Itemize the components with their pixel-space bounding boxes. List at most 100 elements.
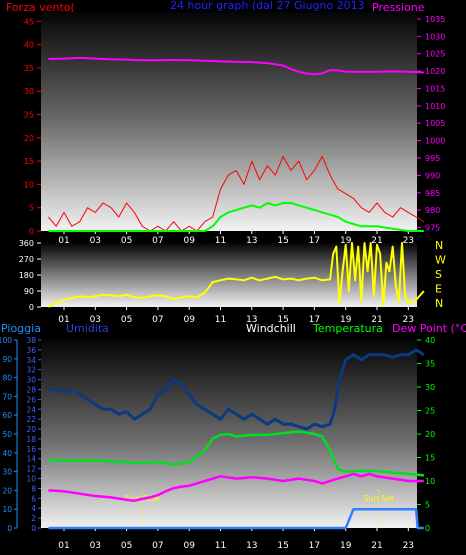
series-wind_gust (48, 155, 425, 232)
compass-label: S (435, 268, 442, 281)
x-tick-label: 07 (152, 315, 163, 325)
humidity-tick-label: 0 (31, 524, 36, 533)
x-tick-label: 03 (90, 236, 101, 246)
x-tick-label: 23 (403, 541, 414, 551)
panel-wind-pressure: 24 hour graph (dal 27 Giugno 2013 Forza … (6, 0, 445, 246)
x-tick-label: 15 (277, 315, 288, 325)
right-tick-label: 1020 (425, 67, 445, 76)
temperature-tick-label: 20 (425, 430, 435, 439)
x-tick-label: 11 (215, 541, 226, 551)
panel-rain-temp: Pioggia Umidita Windchill Temperatura De… (0, 322, 466, 551)
x-tick-label: 21 (371, 236, 382, 246)
right-tick-label: 1030 (425, 32, 445, 41)
x-tick-label: 09 (183, 315, 195, 325)
right-axis-ticks-1: 975 980 985 990 995 1000 1005 1010 1015 1020 1025 1… (417, 15, 445, 233)
right-tick-label: 1000 (425, 137, 445, 146)
x-tick-label: 05 (121, 315, 132, 325)
humidity-tick-label: 28 (26, 385, 36, 394)
rain-tick-label: 90 (2, 355, 12, 364)
x-tick-label: 09 (183, 541, 195, 551)
right-axis-label-1: Pressione (372, 1, 425, 14)
left-tick-label: 5 (29, 204, 34, 213)
x-axis-ticks-2: 01 03 05 07 09 11 13 15 17 19 21 23 (58, 307, 414, 325)
x-tick-label: 11 (215, 236, 226, 246)
humidity-tick-label: 18 (26, 435, 36, 444)
humidity-tick-label: 2 (31, 514, 36, 523)
right-tick-label: 985 (425, 189, 440, 198)
x-tick-label: 23 (403, 236, 414, 246)
temperature-tick-label: 10 (425, 477, 435, 486)
compass-label: N (435, 239, 443, 252)
right-tick-label: 1015 (425, 84, 445, 93)
rain-tick-label: 20 (2, 486, 12, 495)
right-tick-label: 1010 (425, 102, 445, 111)
x-tick-label: 19 (340, 236, 352, 246)
label-humidity: Umidita (66, 322, 109, 335)
left-tick-label: 0 (29, 303, 34, 312)
plot-area-1 (41, 12, 417, 231)
sunset-label: Sun Set (363, 494, 394, 503)
temperature-tick-label: 0 (425, 524, 430, 533)
x-tick-label: 03 (90, 541, 101, 551)
compass-label: N (435, 297, 443, 310)
left-tick-label: 0 (29, 227, 34, 236)
x-tick-label: 21 (371, 315, 382, 325)
x-tick-label: 13 (246, 315, 257, 325)
humidity-tick-label: 38 (26, 336, 36, 345)
label-rain: Pioggia (1, 322, 41, 335)
title: 24 hour graph (dal 27 Giugno 2013 (170, 0, 365, 12)
left-tick-label: 30 (24, 87, 34, 96)
right-tick-label: 975 (425, 224, 440, 233)
x-tick-label: 07 (152, 236, 163, 246)
left-tick-label: 25 (24, 111, 34, 120)
series-humidity (48, 348, 425, 431)
x-axis-ticks-3: 01 03 05 07 09 11 13 15 17 19 21 23 (58, 528, 414, 551)
rain-tick-label: 50 (2, 430, 12, 439)
rain-tick-label: 70 (2, 392, 12, 401)
x-tick-label: 23 (403, 315, 414, 325)
humidity-tick-label: 32 (26, 366, 36, 375)
series-direction (47, 242, 425, 308)
humidity-tick-label: 8 (31, 484, 36, 493)
left-tick-label: 180 (19, 271, 34, 280)
x-tick-label: 15 (277, 236, 288, 246)
right-tick-label: 1035 (425, 15, 445, 24)
series-group-2 (47, 242, 425, 308)
humidity-tick-label: 16 (26, 445, 36, 454)
temperature-tick-label: 40 (425, 336, 435, 345)
x-tick-label: 01 (58, 236, 69, 246)
label-dew-point: Dew Point (°C) (392, 322, 466, 335)
right-tick-label: 1005 (425, 119, 445, 128)
humidity-tick-label: 34 (26, 356, 36, 365)
series-dew (48, 472, 424, 502)
humidity-tick-label: 22 (26, 415, 36, 424)
left-tick-label: 360 (19, 239, 34, 248)
temperature-tick-label: 5 (425, 501, 430, 510)
temperature-axis-ticks: 0 5 10 15 20 25 30 35 40 (417, 336, 435, 533)
rain-tick-label: 80 (2, 374, 12, 383)
right-tick-label: 1025 (425, 50, 445, 59)
x-tick-label: 19 (340, 315, 352, 325)
label-temperature: Temperatura (312, 322, 383, 335)
x-tick-label: 17 (309, 541, 320, 551)
x-tick-label: 19 (340, 541, 352, 551)
humidity-tick-label: 10 (26, 475, 36, 484)
x-tick-label: 03 (90, 315, 101, 325)
x-tick-label: 17 (309, 236, 320, 246)
x-tick-label: 01 (58, 315, 69, 325)
left-axis-ticks-1: 0 5 10 15 20 25 30 35 40 45 (24, 17, 41, 236)
left-tick-label: 90 (24, 287, 34, 296)
rain-tick-label: 40 (2, 449, 12, 458)
x-tick-label: 09 (183, 236, 195, 246)
humidity-tick-label: 12 (26, 465, 36, 474)
left-tick-label: 45 (24, 17, 34, 26)
series-temperature (48, 430, 425, 477)
left-axis-label-1: Forza vento( (6, 1, 75, 14)
humidity-tick-label: 4 (31, 504, 36, 513)
x-tick-label: 13 (246, 236, 257, 246)
left-tick-label: 15 (24, 157, 34, 166)
series-group-3 (48, 348, 425, 530)
